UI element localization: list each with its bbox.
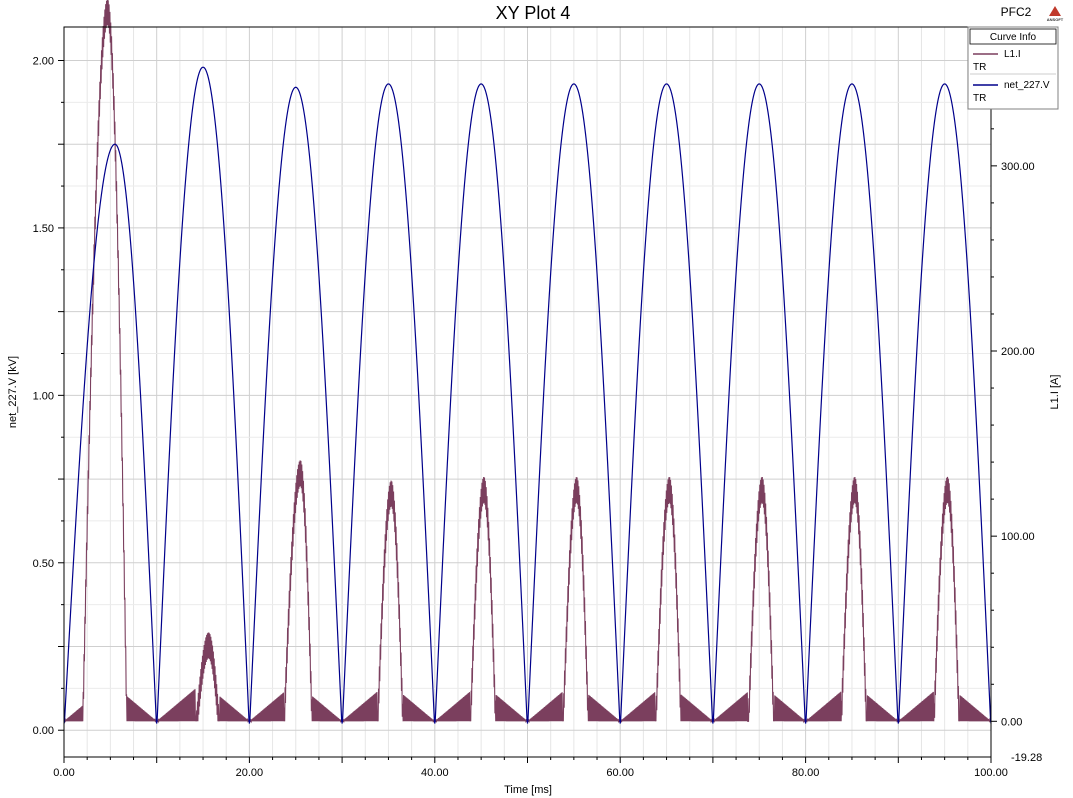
ansoft-logo: ANSOFT	[1047, 6, 1064, 22]
logo-text: ANSOFT	[1047, 17, 1064, 22]
x-tick-label: 80.00	[792, 767, 820, 779]
y-left-axis-title: net_227.V [kV]	[7, 356, 19, 428]
y-right-tick-label: 200.00	[1001, 346, 1035, 358]
series-layer	[63, 0, 992, 724]
y-right-axis-title: L1.I [A]	[1049, 375, 1061, 410]
y-left-tick-label: 2.00	[33, 55, 54, 67]
y-left-tick-label: 0.00	[33, 725, 54, 737]
y-left-tick-label: 1.50	[33, 223, 54, 235]
y-left-tick-label: 1.00	[33, 390, 54, 402]
x-axis-title: Time [ms]	[504, 784, 552, 796]
x-tick-label: 100.00	[974, 767, 1008, 779]
legend-entry-name: L1.I	[1004, 49, 1021, 60]
legend-entry-l1-i[interactable]: L1.I TR	[973, 49, 1021, 73]
legend-entry-sub: TR	[973, 93, 986, 104]
legend-entry-name: net_227.V	[1004, 80, 1050, 91]
x-tick-label: 0.00	[53, 767, 74, 779]
x-tick-label: 40.00	[421, 767, 449, 779]
legend-entry-net-227-v[interactable]: net_227.V TR	[973, 80, 1050, 104]
plot-title: XY Plot 4	[496, 3, 571, 23]
x-tick-label: 60.00	[606, 767, 634, 779]
project-name: PFC2	[1001, 5, 1032, 19]
y-right-tick-label: 0.00	[1001, 716, 1022, 728]
legend-header	[969, 28, 1057, 45]
legend-title: Curve Info	[990, 32, 1037, 43]
y-left-tick-label: 0.50	[33, 558, 54, 570]
series-net-227-v-line	[63, 66, 992, 724]
tick-labels: 0.00 20.00 40.00 60.00 80.00 100.00 0.00 0.50 1.…	[33, 55, 1043, 779]
y-right-tick-label: 100.00	[1001, 531, 1035, 543]
y-right-min-label: -19.28	[1011, 752, 1042, 764]
legend-entry-sub: TR	[973, 62, 986, 73]
legend[interactable]: Curve Info L1.I TR net_227.V TR	[967, 26, 1059, 110]
x-tick-label: 20.00	[236, 767, 264, 779]
grid-lines	[63, 27, 992, 757]
y-right-tick-label: 300.00	[1001, 161, 1035, 173]
